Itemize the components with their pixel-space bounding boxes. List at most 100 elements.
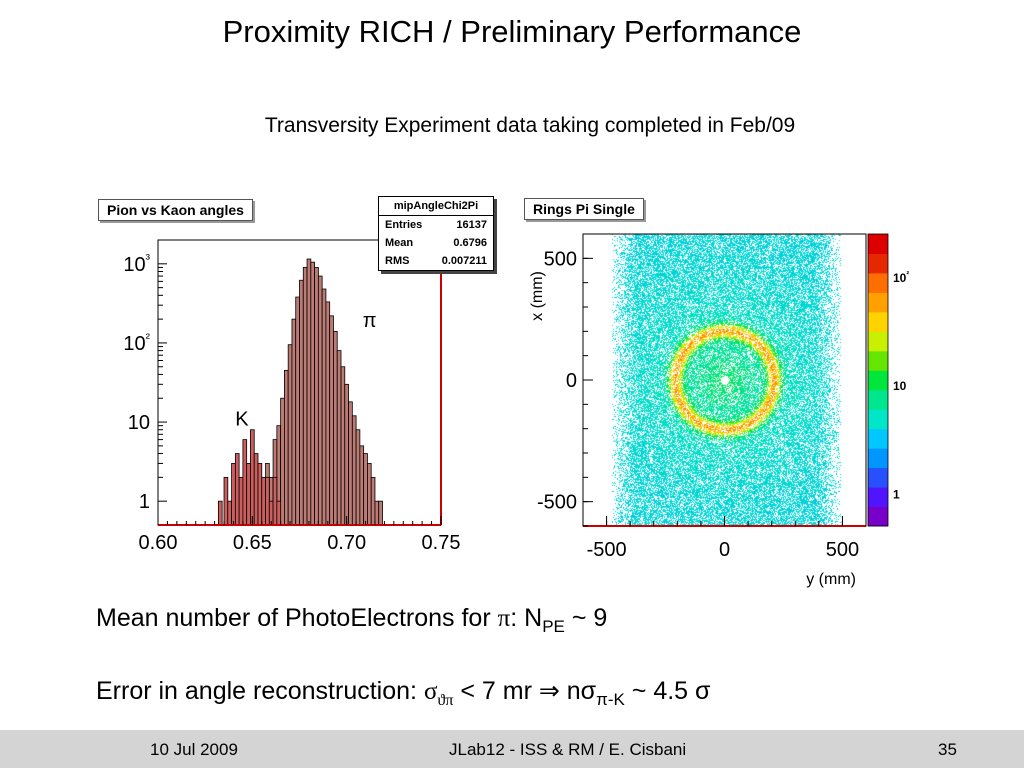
- y-tick-label: 10: [128, 412, 150, 434]
- heatmap-y-axis-title: x (mm): [529, 271, 546, 321]
- x-tick-label: 0.75: [422, 532, 461, 554]
- palette-swatch: [868, 487, 888, 508]
- pion-bar: [374, 500, 380, 526]
- pion-bar: [378, 500, 383, 526]
- kaon-bar: [261, 476, 266, 526]
- kaon-bar: [227, 500, 232, 526]
- heatmap-y-tick-label: -500: [537, 492, 577, 514]
- stats-label-entries: Entries: [385, 219, 423, 231]
- pion-bar: [299, 279, 304, 526]
- bullet1-text: Mean number of PhotoElectrons for: [96, 604, 498, 632]
- pion-bar: [302, 267, 308, 526]
- pion-bar: [325, 301, 331, 526]
- kaon-bar: [217, 500, 223, 526]
- stats-label-mean: Mean: [385, 237, 414, 249]
- pion-bar: [340, 366, 346, 526]
- kaon-bar: [223, 476, 229, 526]
- pion-bar: [355, 429, 361, 526]
- pion-bar: [291, 318, 297, 526]
- left-panel-label: Pion vs Kaon angles: [98, 199, 253, 221]
- bullet2-sub1: ϑπ: [437, 692, 454, 709]
- pion-bar: [370, 476, 376, 526]
- kaon-bar: [257, 463, 263, 526]
- kaon-bar: [231, 463, 236, 526]
- stats-label-rms: RMS: [385, 255, 410, 267]
- y-tick-label: 10²: [123, 330, 150, 355]
- bullet-angle-error: Error in angle reconstruction: σϑπ < 7 m…: [96, 676, 710, 710]
- pion-bar: [333, 330, 338, 526]
- palette-swatch: [868, 506, 888, 527]
- bullet1-sub: PE: [542, 617, 565, 636]
- pion-bar: [287, 344, 293, 526]
- pion-bar: [344, 383, 349, 526]
- right-panel-label: Rings Pi Single: [524, 198, 644, 220]
- palette-tick-label: 10²: [893, 270, 909, 285]
- palette-swatch: [868, 428, 888, 449]
- bullet2-sub2: π-K: [596, 690, 625, 709]
- y-tick-label: 10³: [123, 251, 150, 276]
- stats-value-entries: 16137: [456, 219, 487, 231]
- bullet-photoelectrons: Mean number of PhotoElectrons for π: NPE…: [96, 604, 607, 637]
- pion-bar: [280, 397, 285, 526]
- footer-page-number: 35: [938, 740, 957, 759]
- pion-bar: [363, 453, 368, 526]
- x-tick-label: 0.65: [233, 532, 272, 554]
- bullet1-npe: : N: [510, 604, 543, 632]
- heatmap-axes: 500 0 -500 -500 0 500 y (mm) x (mm) 10² 10 1: [529, 233, 909, 588]
- pion-bar: [284, 369, 289, 526]
- y-tick-label: 1: [139, 491, 150, 513]
- pion-label: π: [363, 310, 377, 332]
- pion-bar: [310, 261, 315, 526]
- bullet1-pi: π: [497, 605, 511, 632]
- heatmap-x-axis-title: y (mm): [806, 571, 856, 588]
- stats-box: mipAngleChi2Pi Entries 16137 Mean 0.6796 R…: [378, 196, 494, 271]
- pion-bar: [336, 350, 342, 526]
- bullet2-nsigma: nσ: [559, 677, 597, 705]
- heatmap-x-tick-label: -500: [587, 539, 627, 561]
- pion-bar: [314, 267, 319, 526]
- ring-heatmap: [583, 234, 866, 526]
- pion-kaon-histogram: 0.60 0.65 0.70 0.75 10³ 10² 10 1 π K: [123, 239, 461, 554]
- heatmap-x-tick-label: 0: [719, 539, 730, 561]
- slide-subtitle: Transversity Experiment data taking comp…: [264, 114, 796, 137]
- stats-title: mipAngleChi2Pi: [379, 197, 493, 216]
- stats-value-mean: 0.6796: [453, 237, 487, 249]
- bullet2-sigma: σ: [423, 678, 438, 705]
- x-tick-label: 0.70: [327, 532, 366, 554]
- pion-bar: [295, 296, 300, 526]
- footer-bar: [0, 730, 1024, 768]
- kaon-bar: [265, 476, 270, 526]
- palette-swatch: [868, 370, 888, 391]
- pion-bar: [351, 415, 357, 526]
- kaon-label: K: [235, 409, 249, 431]
- palette-swatch: [868, 253, 888, 274]
- kaon-bar: [242, 439, 248, 526]
- kaon-bar: [250, 429, 255, 526]
- bullet2-text: Error in angle reconstruction:: [96, 677, 424, 705]
- pion-bar: [306, 258, 312, 526]
- pion-bar: [317, 275, 323, 526]
- slide-title: Proximity RICH / Preliminary Performance: [222, 14, 802, 49]
- kaon-bar: [234, 453, 240, 526]
- bullet2-end: ~ 4.5 σ: [624, 677, 711, 705]
- pion-bar: [367, 463, 372, 526]
- palette-swatch: [868, 292, 888, 313]
- heatmap-y-tick-label: 500: [544, 248, 577, 270]
- palette-tick-label: 1: [893, 487, 900, 501]
- palette-swatch: [868, 311, 888, 332]
- palette-swatch: [868, 234, 888, 254]
- implies-icon: ⇒: [538, 676, 560, 705]
- palette-swatch: [868, 389, 888, 410]
- palette-swatch: [868, 272, 888, 293]
- palette-swatch: [868, 331, 888, 352]
- x-tick-label: 0.60: [139, 532, 178, 554]
- palette-swatch: [868, 467, 888, 488]
- kaon-bar: [276, 500, 282, 526]
- kaon-bar: [253, 453, 259, 526]
- palette-swatch: [868, 350, 888, 371]
- pion-bar: [329, 315, 334, 526]
- stats-value-rms: 0.007211: [441, 255, 487, 267]
- kaon-bar: [246, 463, 251, 526]
- palette-swatch: [868, 409, 888, 430]
- heatmap-x-tick-label: 500: [826, 539, 859, 561]
